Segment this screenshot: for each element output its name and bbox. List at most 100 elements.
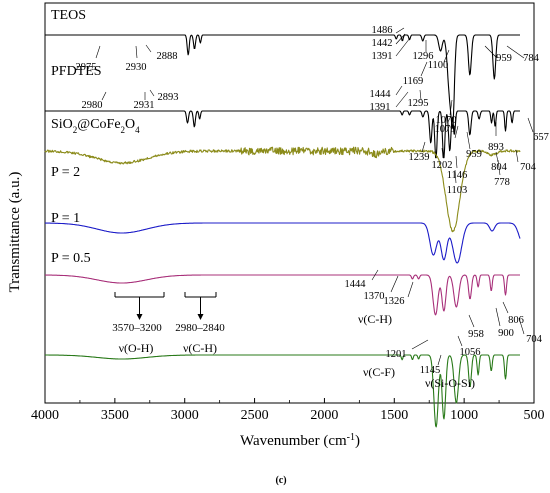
peak-label: 1295 [408,98,429,109]
peak-leader [495,307,501,327]
x-tick-label: 2500 [241,408,269,423]
peak-label: 1146 [447,170,468,181]
peak-label: 2980 [82,100,103,111]
band-annotation: ν(C-H) [358,312,392,326]
peak-label: 1201 [386,349,407,360]
peak-label: 2893 [158,92,179,103]
peak-label: 784 [523,53,540,64]
range-arrow [197,314,204,320]
peak-label: 657 [533,132,549,143]
spectrum-line [45,110,521,159]
peak-leader [390,275,399,293]
peak-label: 1239 [409,152,430,163]
peak-label: 1070 [436,115,457,126]
x-tick-label: 1000 [450,408,478,423]
peak-leader [468,314,475,328]
series-label: TEOS [51,8,86,23]
x-tick-label: 3500 [101,408,129,423]
peak-label: 1079 [435,124,456,135]
spectrum-line [45,274,521,316]
band-annotation: ν(C-H) [183,341,217,355]
peak-leader [421,141,426,153]
peak-label: 1486 [372,25,393,36]
spectrum-line [44,146,521,233]
peak-label: 778 [494,177,510,188]
x-tick-label: 4000 [31,408,59,423]
peak-label: 2930 [126,62,147,73]
peak-label: 1056 [460,347,481,358]
spectra [44,34,521,428]
axes: 4000 3500 3000 2500 2000 1500 1000 500 [31,2,545,423]
peak-leader [518,317,525,335]
peak-leader [411,339,429,350]
labels: TEOS PFDTES SiO2@CoFe2O4 P = 2 P = 1 P = 0.5 2… [51,8,549,390]
series-label: P = 2 [51,165,80,180]
peak-leader [515,149,519,163]
peak-label: 1442 [372,38,393,49]
peak-leader [495,151,499,163]
peak-leader [149,89,155,97]
peak-leader [466,131,471,150]
peak-leader [437,354,442,366]
band-annotation: ν(Si-O-Si) [425,376,475,390]
x-tick-label: 2000 [310,408,338,423]
peak-label: 958 [468,329,484,340]
peak-label: 893 [488,142,504,153]
series-label: SiO2@CoFe2O4 [51,117,140,135]
peak-leader [135,45,138,59]
peak-leader [441,147,444,159]
peak-label: 1169 [403,76,424,87]
peak-leader [145,44,152,53]
peak-leader [497,159,501,176]
peak-leader [395,27,405,34]
peak-leader [449,99,453,116]
peak-label: 959 [496,53,512,64]
peak-leader [395,85,403,96]
peak-leader [443,49,450,63]
peak-label: 704 [520,162,537,173]
peak-leader [395,37,411,57]
y-axis-label: Transmittance (a.u.) [7,172,23,293]
peak-leader [395,33,406,45]
peak-label: 804 [491,162,508,173]
band-annotation: ν(O-H) [119,341,154,355]
peak-label: 1296 [413,51,434,62]
range-arrow [136,314,143,320]
peak-label: 1103 [447,185,468,196]
peak-label: 1326 [384,296,405,307]
x-axis-label: Wavenumber (cm-1) [240,432,360,450]
peak-leader [371,269,379,281]
peak-label: 1370 [364,291,385,302]
peak-leader [395,91,409,108]
peak-leader [484,45,498,59]
peak-label: 2975 [76,62,97,73]
peak-label: 900 [498,328,514,339]
peak-leader [419,89,422,101]
band-annotation: 3570–3200 [112,322,162,334]
spectrum-line [45,34,521,129]
peak-leader [455,155,458,169]
spectrum-line [45,222,521,264]
peak-leader [95,45,101,59]
peak-leader [506,45,525,59]
peak-label: 1391 [370,102,391,113]
spectrum-line [45,354,521,428]
peak-leader [420,61,428,77]
peak-leader [454,125,459,139]
peak-label: 1202 [432,160,453,171]
peak-leader [101,91,107,101]
peak-label: 1444 [345,279,367,290]
peak-leader [502,301,509,314]
peak-label: 806 [508,315,524,326]
x-tick-label: 3000 [171,408,199,423]
series-label: PFDTES [51,64,102,79]
series-label: P = 0.5 [51,251,91,266]
peak-leader [454,169,457,184]
peak-label: 2888 [157,51,178,62]
figure-caption: (c) [275,475,286,486]
x-tick-label: 1500 [380,408,408,423]
peak-leader [527,117,534,133]
peak-leader [407,281,414,298]
peak-leader [457,335,463,347]
series-label: P = 1 [51,211,80,226]
